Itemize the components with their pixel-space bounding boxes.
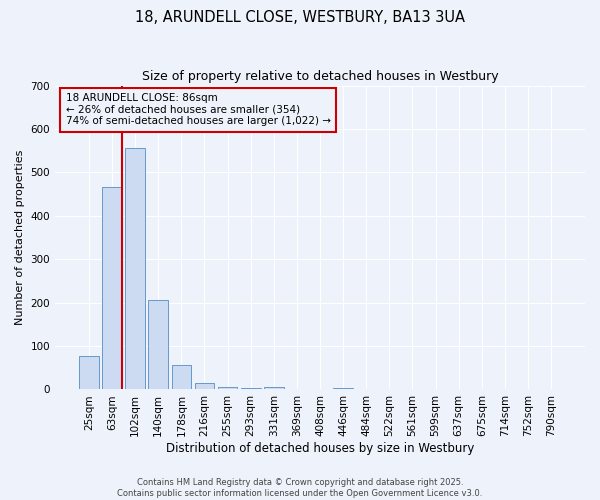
Text: Contains HM Land Registry data © Crown copyright and database right 2025.
Contai: Contains HM Land Registry data © Crown c… bbox=[118, 478, 482, 498]
Bar bbox=[125, 148, 145, 390]
Text: 18 ARUNDELL CLOSE: 86sqm
← 26% of detached houses are smaller (354)
74% of semi-: 18 ARUNDELL CLOSE: 86sqm ← 26% of detach… bbox=[65, 93, 331, 126]
Y-axis label: Number of detached properties: Number of detached properties bbox=[15, 150, 25, 325]
Bar bbox=[241, 388, 260, 390]
Bar bbox=[172, 364, 191, 390]
Text: 18, ARUNDELL CLOSE, WESTBURY, BA13 3UA: 18, ARUNDELL CLOSE, WESTBURY, BA13 3UA bbox=[135, 10, 465, 25]
Bar bbox=[334, 388, 353, 390]
Bar bbox=[264, 388, 284, 390]
Title: Size of property relative to detached houses in Westbury: Size of property relative to detached ho… bbox=[142, 70, 499, 83]
X-axis label: Distribution of detached houses by size in Westbury: Distribution of detached houses by size … bbox=[166, 442, 474, 455]
Bar bbox=[194, 384, 214, 390]
Bar bbox=[218, 388, 238, 390]
Bar bbox=[102, 186, 122, 390]
Bar bbox=[79, 356, 99, 390]
Bar bbox=[148, 300, 168, 390]
